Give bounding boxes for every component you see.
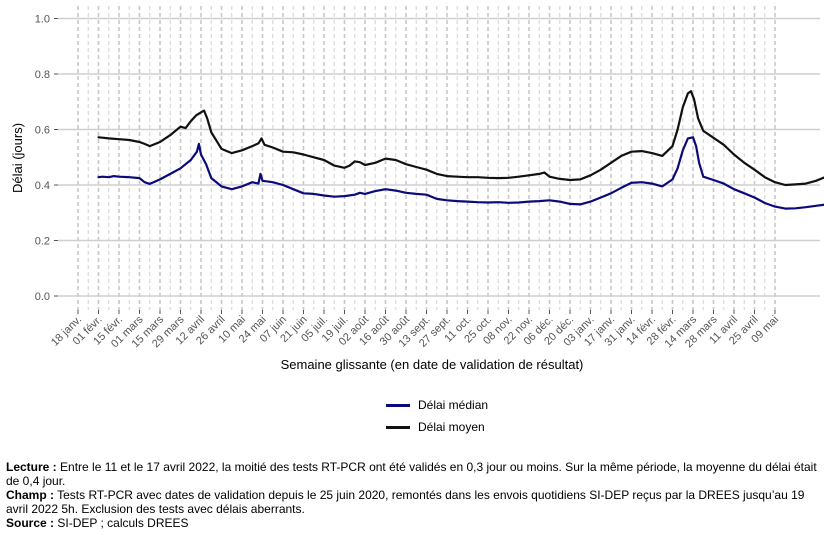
y-axis-ticks: 0.0 0.2 0.4 0.6 0.8 1.0 [35, 14, 58, 303]
grid-y [58, 17, 820, 297]
legend-swatch-median [386, 403, 410, 407]
note-champ-label: Champ : [6, 488, 54, 502]
minor-grid-x [87, 6, 766, 310]
y-tick-label: 0.8 [35, 69, 50, 81]
note-lecture-label: Lecture : [6, 460, 57, 474]
major-grid-x [77, 6, 776, 310]
series-line-median [97, 136, 824, 210]
series-line-mean [97, 90, 824, 187]
y-axis-label: Délai (jours) [10, 123, 25, 193]
note-source-text: SI-DEP ; calculs DREES [57, 516, 189, 530]
note-lecture-text: Entre le 11 et le 17 avril 2022, la moit… [6, 460, 817, 488]
note-source: Source : SI-DEP ; calculs DREES [6, 516, 818, 530]
plot-panel [58, 6, 820, 310]
series-lines [97, 90, 824, 210]
y-tick-label: 1.0 [35, 14, 50, 26]
note-source-label: Source : [6, 516, 55, 530]
note-champ: Champ : Tests RT-PCR avec dates de valid… [6, 488, 818, 516]
y-tick-label: 0.0 [35, 291, 50, 303]
note-champ-text: Tests RT-PCR avec dates de validation de… [6, 488, 805, 516]
y-tick-label: 0.6 [35, 125, 50, 137]
legend-item-median: Délai médian [386, 394, 488, 416]
chart-notes: Lecture : Entre le 11 et le 17 avril 202… [6, 460, 818, 530]
note-lecture: Lecture : Entre le 11 et le 17 avril 202… [6, 460, 818, 488]
legend-item-mean: Délai moyen [386, 416, 488, 438]
y-tick-label: 0.2 [35, 236, 50, 248]
legend: Délai médian Délai moyen [386, 394, 488, 438]
legend-label-mean: Délai moyen [418, 420, 485, 434]
chart: 0.0 0.2 0.4 0.6 0.8 1.0 18 janv.01 févr.15 fé… [10, 6, 824, 372]
y-tick-label: 0.4 [35, 180, 50, 192]
legend-swatch-mean [386, 425, 410, 429]
legend-label-median: Délai médian [418, 398, 489, 412]
x-axis-label: Semaine glissante (en date de validation… [281, 357, 584, 372]
